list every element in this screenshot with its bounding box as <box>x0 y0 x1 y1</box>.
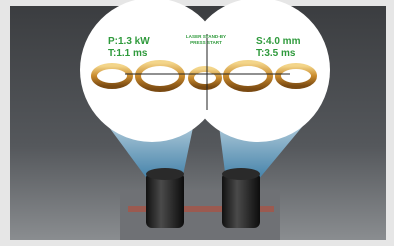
time-right: T:3.5 ms <box>256 48 296 59</box>
power: P:1.3 kW <box>108 36 150 47</box>
status-line2: PRESS START <box>190 40 222 45</box>
scene: P:1.3 kW T:1.1 ms LASER STAND-BY PRESS S… <box>0 0 394 246</box>
status-line1: LASER STAND-BY <box>186 34 226 39</box>
left-lens <box>146 168 184 180</box>
right-lens <box>222 168 260 180</box>
spot-size: S:4.0 mm <box>256 36 301 47</box>
time-left: T:1.1 ms <box>108 48 148 59</box>
right-eyepiece <box>222 172 260 228</box>
page: P:1.3 kW T:1.1 ms LASER STAND-BY PRESS S… <box>0 0 394 246</box>
left-eyepiece <box>146 172 184 228</box>
